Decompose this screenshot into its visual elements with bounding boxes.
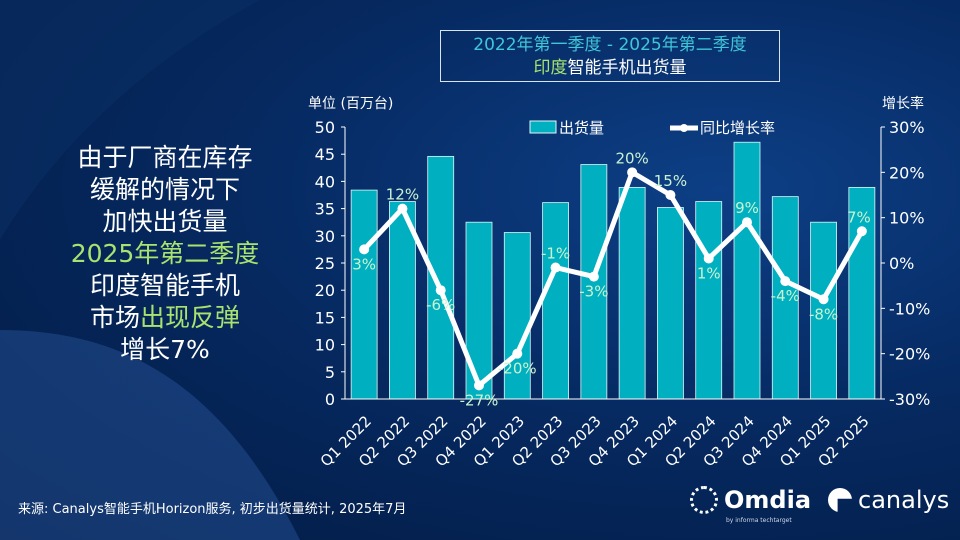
growth-point (474, 380, 484, 391)
growth-label: -4% (771, 287, 800, 305)
y-tick-label: 25 (315, 254, 335, 273)
growth-point (780, 276, 791, 287)
y-axis-title: 单位 (百万台) (308, 96, 393, 112)
bar (657, 207, 684, 400)
y2-tick-label: -30% (889, 390, 930, 409)
chart-title-box: 2022年第一季度 - 2025年第二季度 印度智能手机出货量 (440, 30, 780, 82)
y-tick-label: 45 (315, 145, 335, 164)
chart-title-line1: 2022年第一季度 - 2025年第二季度 (473, 35, 747, 55)
omdia-logo: Omdia by informa techtarget (690, 486, 812, 524)
growth-point (742, 217, 752, 228)
growth-label: 9% (735, 199, 759, 217)
growth-point (588, 271, 599, 282)
growth-point (856, 226, 867, 237)
y-tick-label: 0 (325, 390, 335, 409)
growth-label: -20% (498, 360, 537, 378)
chart-title-highlight: 印度 (533, 58, 568, 78)
headline-line: 印度智能手机 (89, 271, 240, 300)
growth-point (550, 262, 561, 273)
bar (350, 189, 378, 400)
y2-tick-label: 0% (889, 254, 914, 273)
omdia-logo-icon (690, 486, 718, 514)
bar (618, 186, 646, 400)
y2-tick-label: -20% (889, 345, 930, 364)
chart-title-line2: 印度智能手机出货量 (441, 57, 779, 80)
headline-line: 由于厂商在库存 (77, 143, 253, 172)
headline-line: 缓解的情况下 (89, 175, 240, 204)
y-tick-label: 10 (315, 336, 335, 355)
bar (542, 202, 569, 400)
y2-tick-label: 10% (889, 209, 925, 228)
y-tick-label: 30 (315, 227, 335, 246)
omdia-logo-text: Omdia (724, 486, 812, 514)
chart-title-text: 智能手机出货量 (567, 58, 687, 78)
bar (771, 196, 799, 400)
growth-label: 7% (847, 208, 871, 226)
canalys-logo: canalys (828, 486, 949, 514)
canalys-logo-icon (828, 488, 852, 512)
growth-point (512, 348, 523, 359)
legend-bar-label: 出货量 (559, 119, 604, 137)
growth-label: 1% (697, 264, 721, 282)
y2-tick-label: 20% (889, 163, 925, 182)
headline-line: 加快出货量 (102, 207, 228, 236)
y-tick-label: 40 (315, 172, 335, 191)
headline-line: 2025年第二季度 (70, 239, 260, 268)
legend-bar-swatch (529, 120, 557, 134)
growth-point (703, 253, 714, 264)
y-tick-label: 50 (315, 118, 335, 137)
y-tick-label: 15 (315, 308, 335, 327)
y2-tick-label: -10% (889, 299, 930, 318)
growth-label: -1% (541, 245, 570, 263)
bar (465, 221, 493, 400)
growth-label: -27% (460, 391, 499, 409)
omdia-logo-sub: by informa techtarget (726, 517, 792, 524)
y2-tick-label: 30% (889, 118, 925, 137)
legend-line-label: 同比增长率 (700, 119, 775, 137)
bar (389, 201, 416, 400)
growth-label: 20% (615, 149, 648, 167)
y-tick-label: 5 (325, 363, 335, 382)
bar (503, 232, 531, 400)
headline-text: 市场 (89, 303, 140, 332)
growth-label: 3% (352, 255, 376, 273)
growth-label: 15% (654, 172, 687, 190)
growth-point (359, 244, 370, 255)
growth-label: -3% (579, 283, 608, 301)
bar (733, 141, 761, 400)
y-tick-label: 35 (315, 200, 335, 219)
growth-label: -6% (426, 296, 455, 314)
growth-point (627, 167, 638, 178)
bar (427, 155, 455, 400)
source-note: 来源: Canalys智能手机Horizon服务, 初步出货量统计, 2025年… (18, 502, 407, 517)
headline-line: 市场出现反弹 (40, 302, 290, 334)
headline-highlight: 出现反弹 (140, 303, 241, 332)
headline: 由于厂商在库存 缓解的情况下 加快出货量 2025年第二季度 印度智能手机 市场… (40, 142, 290, 366)
growth-point (818, 294, 829, 305)
growth-point (397, 203, 408, 214)
headline-line: 增长7% (120, 335, 210, 364)
growth-label: -8% (809, 305, 838, 323)
canalys-logo-text: canalys (858, 486, 950, 514)
bar (848, 186, 876, 400)
growth-point (435, 285, 446, 296)
legend-line-marker (680, 124, 688, 132)
growth-line (362, 169, 865, 388)
y-tick-label: 20 (315, 281, 335, 300)
bar (695, 201, 723, 400)
y2-axis-title: 增长率 (882, 95, 924, 112)
bar (810, 221, 837, 400)
growth-label: 12% (386, 186, 419, 204)
growth-point (665, 190, 676, 200)
